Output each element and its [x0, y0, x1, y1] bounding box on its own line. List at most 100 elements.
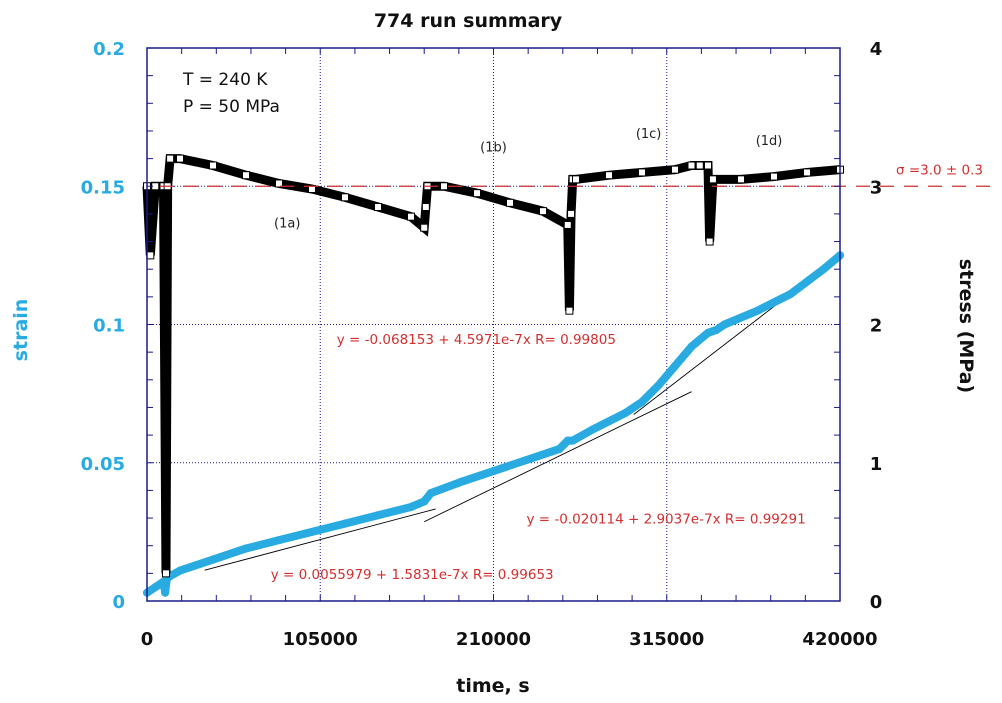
strain-point: [638, 397, 646, 406]
strain-point: [456, 478, 465, 487]
strain-point: [209, 555, 217, 564]
stress-point: [695, 161, 704, 170]
stress-point: [563, 220, 572, 229]
strain-point: [555, 444, 564, 453]
strain-point: [275, 536, 283, 545]
segment-label: (1a): [274, 217, 300, 232]
stress-point: [275, 179, 283, 188]
stress-point: [638, 168, 646, 177]
stress-point: [341, 193, 349, 202]
tick-labels: 0 105000 210000 315000 420000 0 0.05 0.1 0.15 0.2…: [81, 39, 883, 650]
stress-point: [374, 202, 382, 211]
y-tick-label-right: 0: [870, 592, 883, 613]
x-tick-label: 105000: [283, 629, 358, 650]
strain-point: [654, 381, 663, 390]
strain-point: [753, 306, 762, 315]
stress-point: [166, 154, 175, 163]
strain-point: [720, 320, 729, 329]
fit-line: [204, 508, 436, 571]
strain-line: [143, 251, 844, 597]
chart-title: 774 run summary: [374, 10, 563, 32]
strain-point: [671, 361, 679, 370]
strain-point: [489, 467, 498, 476]
stress-point: [146, 251, 155, 260]
stress-point: [803, 168, 811, 177]
stress-point: [421, 202, 430, 211]
y-tick-label-left: 0.2: [93, 39, 125, 60]
strain-point: [308, 527, 316, 536]
annotation-pressure: P = 50 MPa: [183, 97, 280, 117]
strain-point: [522, 455, 531, 464]
fit-line: [424, 391, 692, 523]
stress-point: [506, 198, 514, 207]
stress-point: [704, 161, 712, 170]
stress-point: [473, 189, 481, 198]
stress-point: [308, 185, 316, 194]
segment-label: (1b): [480, 141, 507, 156]
axis-ticks: [147, 48, 840, 601]
stress-point: [572, 175, 580, 184]
segment-label: (1c): [636, 127, 662, 142]
stress-point: [209, 161, 217, 170]
fit-label: y = -0.020114 + 2.9037e-7x R= 0.99291: [527, 512, 806, 528]
stress-point: [161, 569, 170, 578]
fit-labels: y = 0.0055979 + 1.5831e-7x R= 0.99653 y =…: [271, 332, 806, 583]
strain-point: [151, 583, 160, 592]
stress-point: [567, 209, 576, 218]
stress-point: [420, 223, 429, 232]
stress-target-label: σ =3.0 ± 0.3: [896, 162, 983, 178]
strain-point: [420, 497, 429, 506]
y-axis-left-label: strain: [10, 299, 32, 362]
strain-point: [341, 519, 349, 528]
stress-point: [708, 175, 717, 184]
y-axis-right-label: stress (MPa): [955, 259, 977, 393]
strain-point: [242, 544, 250, 553]
strain-point: [621, 408, 630, 417]
strain-point: [786, 290, 795, 299]
strain-point: [704, 328, 712, 337]
y-tick-label-left: 0: [112, 592, 125, 613]
stress-point: [539, 207, 547, 216]
stress-point: [407, 212, 415, 221]
y-tick-label-left: 0.1: [93, 316, 125, 337]
stress-point: [671, 165, 679, 174]
y-tick-label-left: 0.15: [81, 177, 125, 198]
strain-point: [819, 265, 828, 274]
stress-point: [737, 175, 745, 184]
annotation-temperature: T = 240 K: [182, 70, 268, 90]
x-tick-label: 210000: [456, 629, 531, 650]
stress-point: [440, 182, 448, 191]
strain-point: [374, 511, 382, 520]
x-tick-label: 0: [141, 629, 154, 650]
y-tick-label-right: 3: [870, 177, 883, 198]
stress-point: [705, 237, 714, 246]
strain-point: [407, 502, 415, 511]
fit-label: y = 0.0055979 + 1.5831e-7x R= 0.99653: [271, 567, 554, 583]
stress-point: [565, 306, 574, 315]
stress-point: [770, 172, 778, 181]
stress-point: [687, 161, 696, 170]
y-tick-label-right: 4: [870, 39, 883, 60]
x-tick-label: 315000: [629, 629, 704, 650]
series-stress: [142, 154, 844, 578]
strain-point: [161, 588, 170, 597]
y-tick-label-right: 1: [870, 454, 883, 475]
stress-point: [605, 171, 613, 180]
strain-point: [176, 566, 184, 575]
y-tick-label-right: 2: [870, 316, 883, 337]
x-tick-label: 420000: [802, 629, 877, 650]
strain-point: [568, 436, 577, 445]
strain-point: [588, 425, 597, 434]
grid: [147, 48, 840, 601]
segment-labels: (1a) (1b) (1c) (1d): [274, 127, 782, 232]
segment-label: (1d): [756, 134, 783, 149]
strain-point: [712, 326, 721, 335]
stress-point: [242, 171, 250, 180]
x-axis-label: time, s: [456, 675, 529, 697]
fit-label: y = -0.068153 + 4.5971e-7x R= 0.99805: [337, 332, 616, 348]
strain-point: [426, 489, 435, 498]
stress-point: [176, 154, 184, 163]
strain-point: [687, 342, 696, 351]
y-tick-label-left: 0.05: [81, 454, 125, 475]
